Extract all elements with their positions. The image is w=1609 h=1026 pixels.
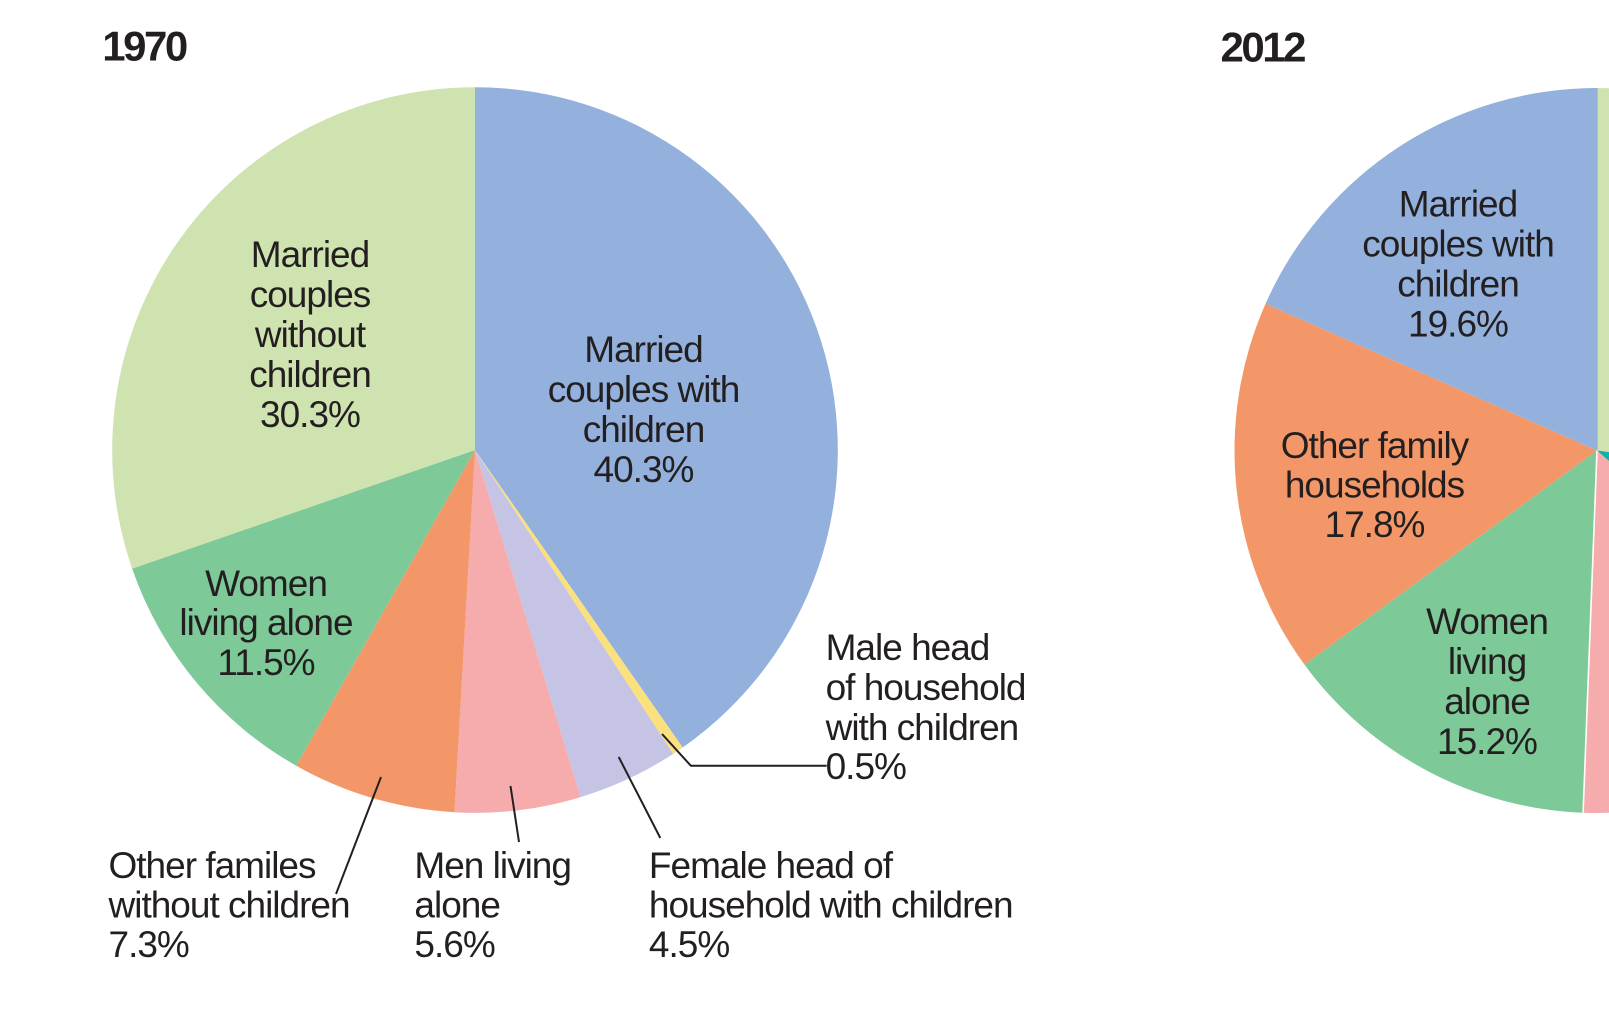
- svg-text:Other familes: Other familes: [109, 845, 317, 886]
- svg-text:alone: alone: [414, 885, 500, 926]
- svg-text:2012: 2012: [1221, 23, 1306, 70]
- svg-text:of household: of household: [826, 667, 1026, 708]
- svg-text:households: households: [1285, 465, 1465, 506]
- svg-text:Married: Married: [584, 329, 702, 370]
- svg-text:Other family: Other family: [1281, 425, 1470, 466]
- svg-text:7.3%: 7.3%: [109, 924, 189, 965]
- svg-text:Female head of: Female head of: [649, 845, 894, 886]
- svg-text:household with children: household with children: [649, 885, 1013, 926]
- svg-text:17.8%: 17.8%: [1325, 504, 1425, 545]
- svg-text:1970: 1970: [102, 23, 187, 70]
- svg-text:Married: Married: [251, 234, 369, 275]
- svg-text:11.5%: 11.5%: [217, 642, 314, 683]
- svg-text:children: children: [249, 354, 371, 395]
- svg-text:0.5%: 0.5%: [826, 746, 906, 787]
- svg-text:living: living: [1448, 641, 1526, 682]
- svg-text:without: without: [254, 314, 367, 355]
- svg-text:Men living: Men living: [414, 845, 571, 886]
- svg-text:children: children: [1397, 264, 1519, 305]
- svg-text:19.6%: 19.6%: [1408, 304, 1508, 345]
- svg-text:Married: Married: [1399, 184, 1517, 225]
- svg-text:couples: couples: [250, 274, 371, 315]
- svg-text:children: children: [583, 409, 705, 450]
- svg-text:couples with: couples with: [548, 369, 740, 410]
- svg-text:couples with: couples with: [1362, 224, 1554, 265]
- svg-text:Women: Women: [205, 563, 327, 604]
- svg-text:5.6%: 5.6%: [414, 924, 494, 965]
- svg-text:15.2%: 15.2%: [1437, 721, 1537, 762]
- svg-text:Women: Women: [1426, 601, 1548, 642]
- svg-text:without children: without children: [108, 885, 350, 926]
- svg-text:40.3%: 40.3%: [594, 449, 694, 490]
- svg-text:with children: with children: [825, 707, 1019, 748]
- svg-text:living alone: living alone: [179, 602, 352, 643]
- svg-text:alone: alone: [1444, 681, 1530, 722]
- svg-text:30.3%: 30.3%: [260, 394, 360, 435]
- svg-text:4.5%: 4.5%: [649, 924, 729, 965]
- svg-text:Male head: Male head: [826, 627, 990, 668]
